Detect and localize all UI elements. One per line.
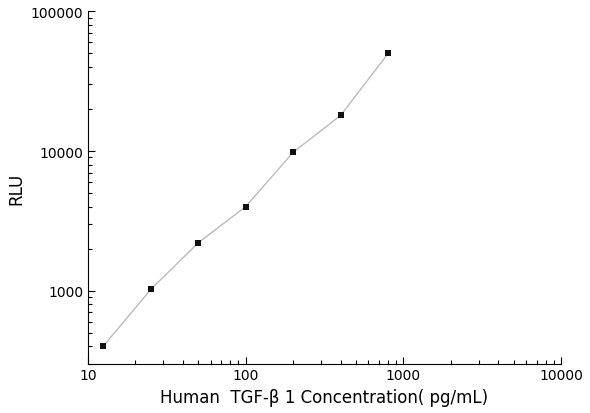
X-axis label: Human  TGF-β 1 Concentration( pg/mL): Human TGF-β 1 Concentration( pg/mL): [160, 388, 489, 406]
Y-axis label: RLU: RLU: [7, 172, 25, 204]
